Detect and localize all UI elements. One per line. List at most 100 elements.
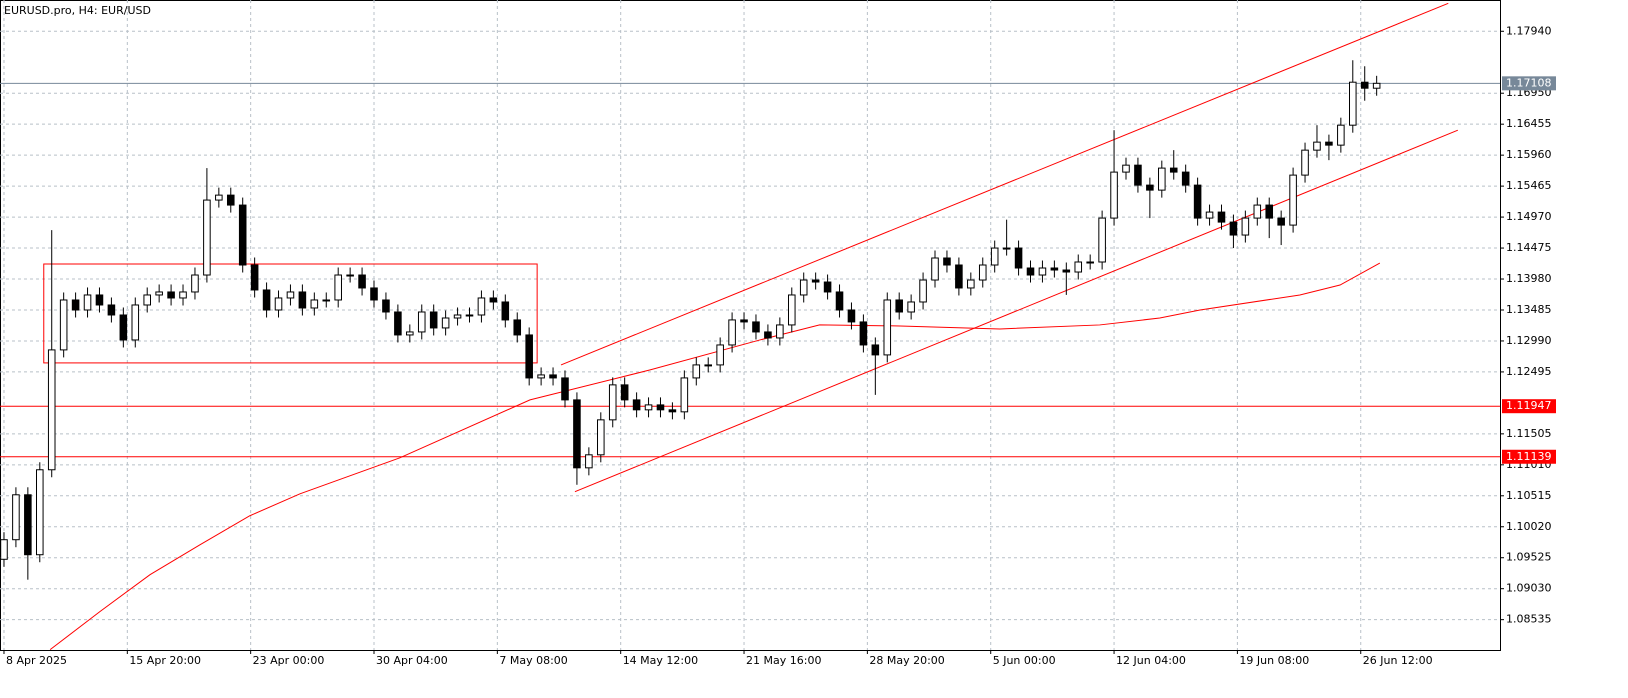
- y-tick-label: 1.12990: [1506, 334, 1552, 347]
- candle-body: [382, 299, 390, 313]
- candle-body: [967, 279, 975, 289]
- candle-body: [525, 334, 533, 379]
- candle-body: [632, 399, 641, 411]
- candle-body: [131, 304, 140, 341]
- y-tick-label: 1.09525: [1506, 551, 1552, 564]
- y-tick-label: 1.15960: [1506, 148, 1552, 161]
- range-rectangle: [43, 263, 538, 364]
- x-tick-label: 19 Jun 08:00: [1239, 654, 1309, 667]
- candle-body: [1110, 171, 1118, 219]
- x-tick-label: 15 Apr 20:00: [129, 654, 201, 667]
- candle-body: [811, 279, 820, 283]
- x-tick-label: 28 May 20:00: [869, 654, 944, 667]
- candle-body: [978, 264, 987, 281]
- candle-body: [155, 291, 163, 296]
- candle-body: [668, 409, 677, 413]
- candle-body: [585, 454, 593, 469]
- y-tick-label: 1.16455: [1506, 117, 1552, 130]
- candle-body: [644, 404, 653, 411]
- candle-body: [835, 291, 844, 311]
- candle-body: [728, 319, 736, 346]
- candle-body: [931, 257, 939, 281]
- candle-body: [1217, 211, 1226, 223]
- x-tick-label: 7 May 08:00: [499, 654, 567, 667]
- price-label-box: [1502, 449, 1556, 464]
- x-tick-label: 23 Apr 00:00: [253, 654, 325, 667]
- candle-body: [47, 349, 56, 471]
- candle-body: [752, 321, 760, 333]
- candle-body: [501, 301, 510, 321]
- candle-body: [1241, 217, 1250, 236]
- x-tick-label: 12 Jun 04:00: [1116, 654, 1186, 667]
- candle-body: [1372, 82, 1381, 89]
- y-tick-label: 1.13980: [1506, 272, 1552, 285]
- candle-body: [1277, 217, 1285, 226]
- price-label-box: [1502, 399, 1556, 414]
- candle-body: [83, 294, 92, 311]
- candle-body: [1169, 167, 1178, 173]
- candle-body: [107, 304, 116, 316]
- plot-frame: [0, 0, 1501, 651]
- candle-body: [119, 314, 128, 341]
- chart-title: EURUSD.pro, H4: EUR/USD: [4, 4, 151, 17]
- candle-body: [429, 311, 438, 329]
- candle-body: [1313, 141, 1321, 151]
- candle-body: [203, 199, 211, 276]
- candle-body: [394, 311, 402, 336]
- candle-body: [262, 289, 271, 311]
- candle-body: [573, 399, 581, 469]
- candle-body: [895, 299, 903, 313]
- candle-body: [680, 377, 689, 413]
- channel-line: [574, 129, 1459, 493]
- candle-body: [1074, 261, 1083, 273]
- candle-body: [406, 331, 414, 336]
- x-tick-label: 8 Apr 2025: [6, 654, 67, 667]
- candle-body: [1062, 269, 1071, 273]
- candle-body: [656, 404, 665, 411]
- candle-body: [1086, 261, 1094, 264]
- candle-body: [919, 279, 927, 303]
- y-tick-label: 1.09030: [1506, 582, 1552, 595]
- candle-body: [1134, 164, 1142, 186]
- candle-body: [95, 294, 104, 306]
- candle-body: [859, 321, 868, 346]
- candle-body: [1349, 81, 1357, 126]
- candle-body: [990, 247, 999, 266]
- candle-body: [1026, 267, 1035, 276]
- candle-body: [274, 297, 283, 311]
- candle-body: [226, 194, 235, 206]
- candle-body: [24, 494, 32, 556]
- x-tick-label: 5 Jun 00:00: [993, 654, 1056, 667]
- candle-body: [787, 294, 796, 326]
- candle-body: [1205, 211, 1214, 219]
- candle-body: [1181, 171, 1190, 186]
- candle-body: [322, 299, 331, 302]
- candle-body: [489, 297, 498, 303]
- y-tick-label: 1.13485: [1506, 303, 1552, 316]
- candle-body: [12, 494, 20, 541]
- candle-body: [943, 257, 951, 266]
- candle-body: [334, 274, 342, 301]
- candle-body: [1002, 247, 1011, 250]
- candle-body: [0, 539, 8, 560]
- candle-body: [549, 374, 557, 379]
- candle-body: [250, 264, 259, 291]
- candle-body: [465, 314, 474, 317]
- candle-body: [704, 364, 713, 367]
- price-label-box: [1502, 76, 1556, 91]
- candle-body: [358, 274, 366, 289]
- candle-body: [716, 344, 724, 366]
- candle-body: [692, 364, 701, 379]
- candle-body: [764, 331, 772, 339]
- candle-body: [167, 291, 175, 299]
- candle-body: [453, 314, 462, 319]
- price-label: 1.11947: [1506, 399, 1552, 412]
- candle-body: [847, 309, 856, 323]
- candle-body: [776, 324, 784, 339]
- candle-body: [215, 194, 223, 201]
- candle-body: [1289, 174, 1297, 226]
- candle-body: [955, 264, 963, 289]
- y-tick-label: 1.10515: [1506, 489, 1552, 502]
- moving-average: [49, 262, 1381, 651]
- candle-body: [740, 319, 748, 323]
